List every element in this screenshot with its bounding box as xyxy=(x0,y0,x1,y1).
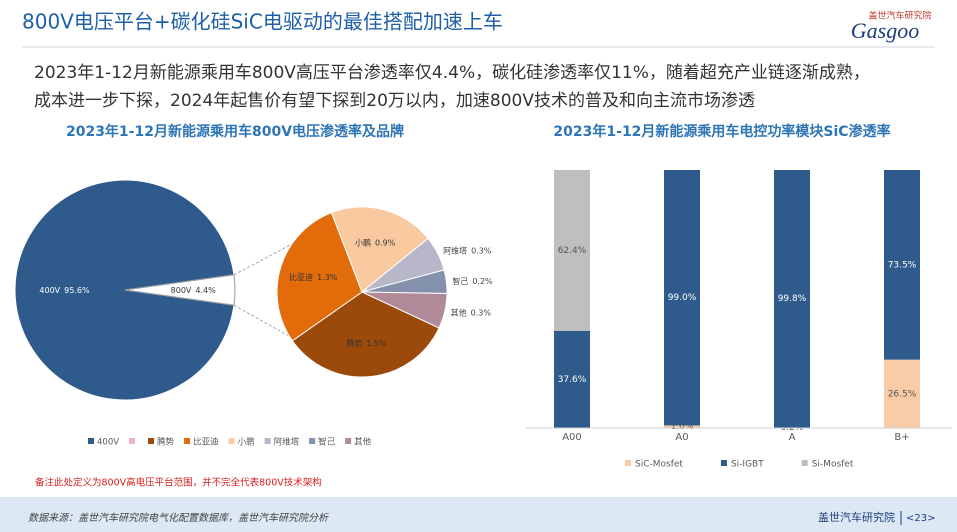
footer-source: 数据来源：盖世汽车研究院电气化配置数据库，盖世汽车研究院分析 xyxy=(28,512,329,524)
pie-label-name: 小鹏 xyxy=(355,237,371,247)
pie-label-value: 0.2% xyxy=(472,276,493,285)
bar-label: 99.0% xyxy=(668,293,697,303)
pie-slice xyxy=(361,291,448,329)
pie-label-name: 智己 xyxy=(452,275,468,285)
bar xyxy=(664,170,700,426)
chart-title: 2023年1-12月新能源乘用车800V电压渗透率及品牌 xyxy=(66,123,404,140)
pie-label: 智己 0.2% xyxy=(452,275,493,285)
pie-slice xyxy=(124,274,236,306)
bar-label: 99.8% xyxy=(778,294,807,304)
legend-label: 腾势 xyxy=(157,437,175,448)
page-number: <23> xyxy=(906,513,935,524)
pie-slice xyxy=(291,291,440,378)
pie-label-value: 95.6% xyxy=(64,286,90,295)
bar-label: 73.5% xyxy=(888,260,917,270)
pie-label-value: 1.5% xyxy=(366,338,387,347)
bar-label: 37.6% xyxy=(558,375,587,385)
legend-swatch xyxy=(129,438,136,444)
legend-label: 其他 xyxy=(354,437,372,448)
bar xyxy=(774,170,810,428)
pie-slice xyxy=(276,211,363,342)
x-tick-label: A0 xyxy=(675,432,688,443)
legend-swatch xyxy=(228,438,235,444)
legend-label: 智己 xyxy=(318,437,336,448)
pie-label: 比亚迪 1.3% xyxy=(289,272,338,282)
pie-label: 腾势 1.5% xyxy=(346,337,387,347)
legend-label: 阿维塔 xyxy=(274,437,300,448)
pie-label: 阿维塔 0.3% xyxy=(443,245,492,255)
pie-label-name: 400V xyxy=(39,286,60,295)
legend-label: SiC-Mosfet xyxy=(635,460,683,470)
bar xyxy=(664,425,700,428)
legend-label: 比亚迪 xyxy=(193,437,219,448)
body-line: 成本进一步下探，2024年起售价有望下探到20万以内，加速800V技术的普及和向… xyxy=(34,91,755,111)
bar-label: 26.5% xyxy=(888,389,917,399)
legend-label: Si-IGBT xyxy=(731,460,764,470)
bar-label: 1.0% xyxy=(671,422,694,432)
x-tick-label: A00 xyxy=(562,432,582,443)
bar xyxy=(554,170,590,331)
note: 备注此处定义为800V高电压平台范围，并不完全代表800V技术架构 xyxy=(35,477,322,489)
pie-label-value: 1.3% xyxy=(317,273,338,282)
pie-label: 其他 0.3% xyxy=(451,307,492,317)
legend-swatch xyxy=(184,438,191,444)
pie-label-name: 阿维塔 xyxy=(443,245,467,255)
chart-title: 2023年1-12月新能源乘用车电控功率模块SiC渗透率 xyxy=(553,123,890,140)
pie-label: 800V 4.4% xyxy=(171,286,216,295)
logo-name: 盖世汽车研究院 xyxy=(868,10,931,22)
legend-swatch xyxy=(148,438,155,444)
pie-label-name: 其他 xyxy=(451,307,467,317)
pie-label-value: 0.9% xyxy=(375,238,396,247)
legend-swatch xyxy=(264,438,271,444)
bar-label: 62.4% xyxy=(558,246,587,256)
legend-swatch xyxy=(345,438,352,444)
bar xyxy=(884,170,920,360)
legend-swatch xyxy=(801,460,808,466)
slide-title: 800V电压平台+碳化硅SiC电驱动的最佳搭配加速上车 xyxy=(22,10,503,34)
logo-brand: Gasgoo xyxy=(851,18,919,43)
legend-swatch xyxy=(720,460,727,466)
pie-label-value: 0.3% xyxy=(471,308,492,317)
body-line: 2023年1-12月新能源乘用车800V高压平台渗透率仅4.4%，碳化硅渗透率仅… xyxy=(34,62,870,83)
pie-slice xyxy=(330,206,429,293)
pie-label: 400V 95.6% xyxy=(39,286,90,295)
x-tick-label: B+ xyxy=(894,432,909,443)
legend-label: Si-Mosfet xyxy=(812,460,854,470)
bar xyxy=(884,359,920,428)
legend-swatch xyxy=(625,460,631,466)
footer-band xyxy=(0,497,957,532)
pie-label-name: 800V xyxy=(171,286,192,295)
pie-slice xyxy=(14,179,235,401)
legend-label: 小鹏 xyxy=(238,437,255,448)
x-tick-label: A xyxy=(789,432,796,443)
pie-label-value: 4.4% xyxy=(195,286,216,295)
pie-label-name: 腾势 xyxy=(346,337,362,347)
pie-label-value: 0.3% xyxy=(471,246,492,255)
pie-label: 小鹏 0.9% xyxy=(355,237,396,247)
bar xyxy=(554,330,590,428)
legend-swatch xyxy=(309,438,316,444)
pie-label-name: 比亚迪 xyxy=(289,272,313,282)
legend-swatch xyxy=(88,438,94,444)
footer-brand: 盖世汽车研究院 xyxy=(818,510,895,524)
legend-label: 400V xyxy=(97,438,119,448)
